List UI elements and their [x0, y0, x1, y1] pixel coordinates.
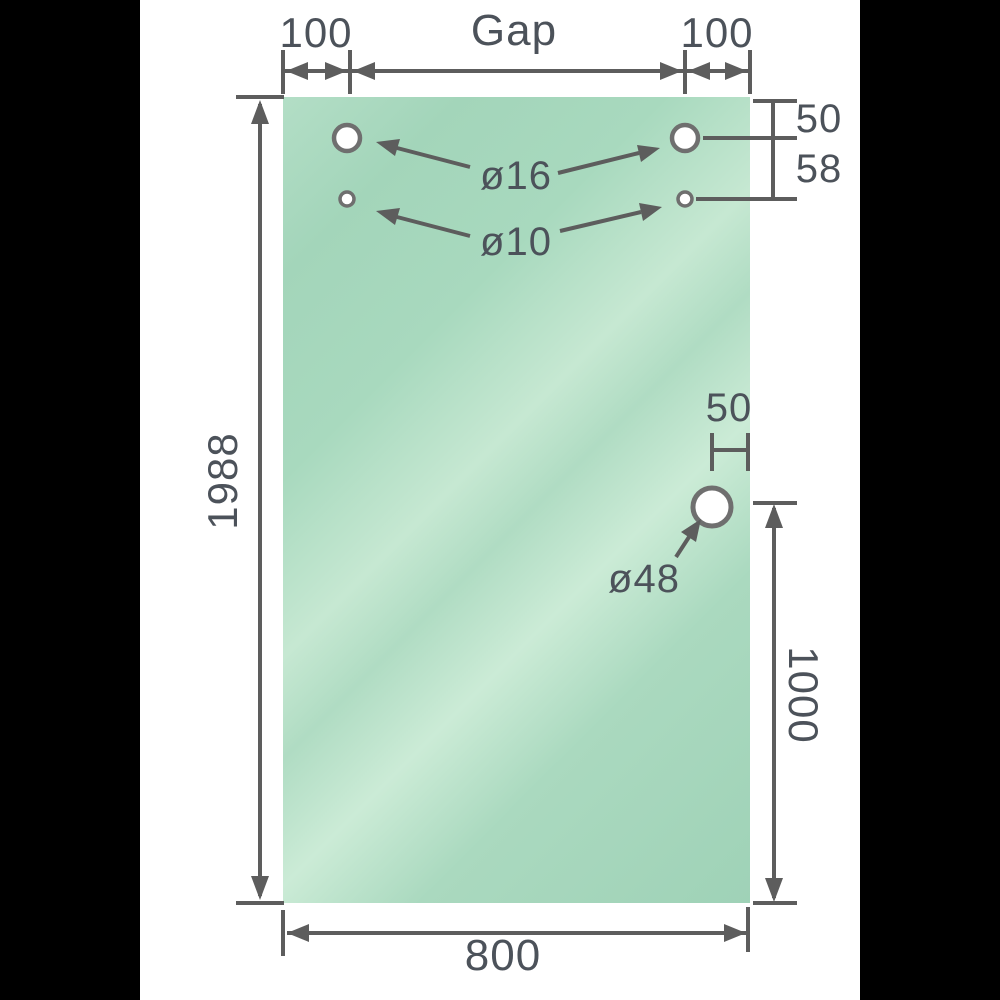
arrowhead-icon [637, 145, 660, 162]
arrowhead-down-icon [251, 876, 269, 900]
arrowhead-up-icon [765, 504, 783, 528]
arrowhead-icon [376, 208, 400, 225]
dim-label-top-left-100: 100 [279, 9, 353, 56]
handle-edge-dimension [710, 433, 750, 471]
top-width-dimension [281, 50, 752, 94]
arrowhead-up-icon [251, 100, 269, 124]
letterbox-right [860, 0, 1000, 1000]
callout-line [674, 535, 691, 559]
arrowhead-right-icon [724, 924, 746, 942]
arrowhead-left-icon [286, 62, 308, 80]
dim-label-width-800: 800 [464, 931, 542, 980]
dim-label-top-right-100: 100 [680, 9, 754, 56]
dim-label-height-1988: 1988 [199, 432, 246, 530]
hole-10-right [676, 190, 694, 208]
arrowhead-left-icon [353, 62, 375, 80]
hole-16-callout [376, 139, 660, 175]
arrowhead-right-icon [660, 62, 682, 80]
hole-label-d48: ø48 [608, 557, 680, 601]
arrowhead-right-icon [725, 62, 747, 80]
hole-offset-dimension [696, 99, 797, 201]
dim-label-edge-50: 50 [795, 97, 843, 141]
handle-height-dimension [753, 501, 797, 905]
callout-line [396, 215, 471, 238]
arrowhead-left-icon [688, 62, 710, 80]
callout-line [557, 151, 640, 175]
callout-line [559, 210, 642, 233]
glass-panel [283, 97, 750, 903]
callout-line [396, 146, 471, 169]
hole-10-left [338, 190, 356, 208]
hole-16-right [669, 122, 701, 154]
hole-48-callout [674, 519, 701, 559]
dim-label-handle-50: 50 [705, 386, 753, 430]
hole-48-handle [690, 485, 734, 529]
dim-label-height-1000: 1000 [780, 646, 827, 744]
arrowhead-down-icon [765, 878, 783, 902]
bottom-width-dimension [281, 907, 750, 956]
letterbox-left [0, 0, 140, 1000]
hole-16-left [331, 122, 363, 154]
height-dimension [236, 95, 284, 905]
dim-label-gap: Gap [470, 6, 558, 55]
hole-label-d10: ø10 [480, 220, 552, 264]
hole-label-d16: ø16 [480, 154, 552, 198]
hole-10-callout [376, 203, 662, 238]
arrowhead-right-icon [325, 62, 347, 80]
dim-label-spacing-58: 58 [795, 147, 843, 191]
arrowhead-icon [681, 519, 701, 542]
arrowhead-icon [639, 203, 662, 221]
arrowhead-icon [376, 139, 400, 156]
arrowhead-left-icon [287, 924, 309, 942]
